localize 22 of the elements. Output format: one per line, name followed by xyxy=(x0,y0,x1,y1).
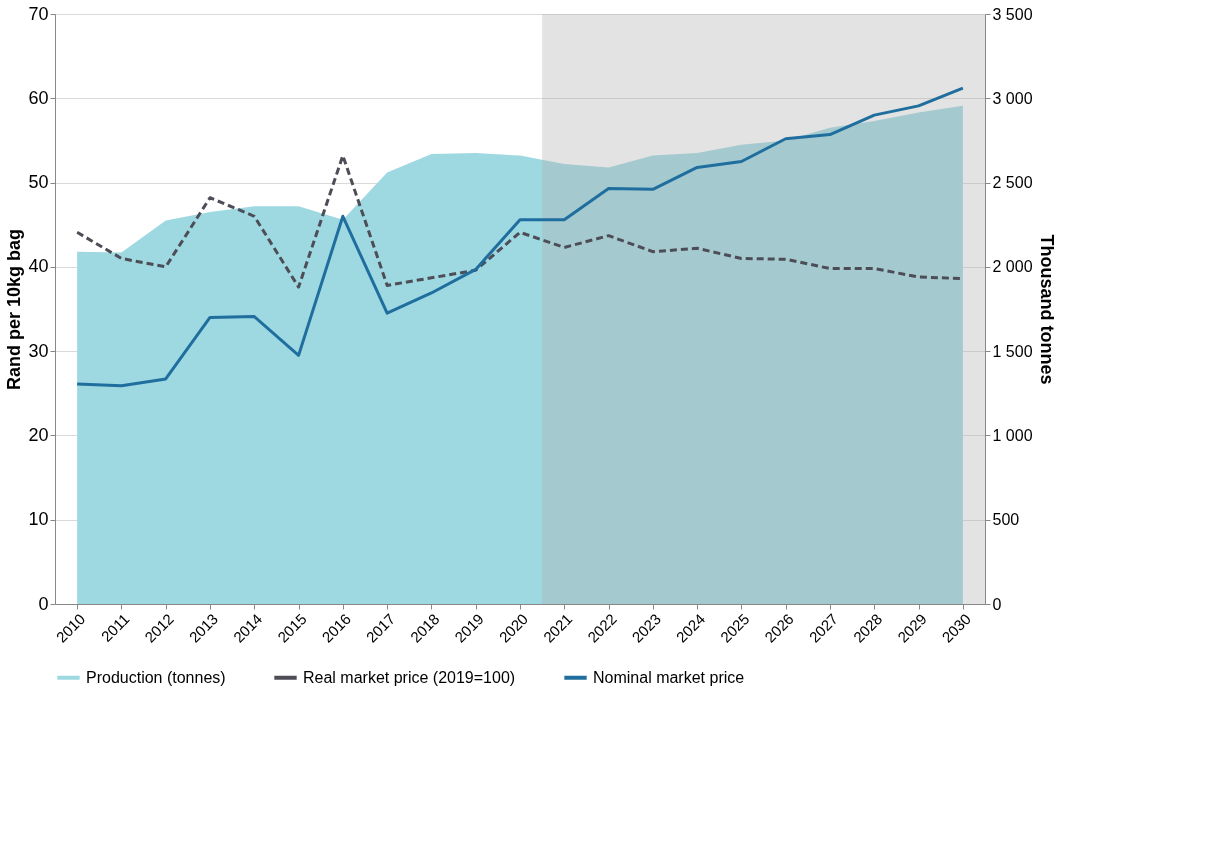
y2-tick-label: 2 500 xyxy=(992,174,1033,192)
y-tick-label: 10 xyxy=(28,509,49,530)
y2-tick-label: 1 500 xyxy=(992,342,1033,360)
y-tick-label: 20 xyxy=(28,424,49,445)
y2-tick-label: 3 500 xyxy=(992,5,1033,23)
legend-label: Nominal market price xyxy=(593,668,745,686)
y-tick-label: 50 xyxy=(28,172,49,193)
y2-tick-label: 1 000 xyxy=(992,426,1033,444)
y-tick-label: 70 xyxy=(28,3,49,24)
line-series xyxy=(75,86,965,388)
y-tick-label: 60 xyxy=(28,87,49,108)
y-tick-label: 40 xyxy=(28,256,49,277)
legend-label: Real market price (2019=100) xyxy=(303,668,516,686)
y2-tick-label: 2 000 xyxy=(992,258,1033,276)
y2-axis-title: Thousand tonnes xyxy=(1036,234,1057,385)
y-axis-title: Rand per 10kg bag xyxy=(4,228,25,391)
y2-tick-label: 0 xyxy=(992,595,1002,613)
y-tick-label: 0 xyxy=(38,593,49,614)
y-tick-label: 30 xyxy=(28,340,49,361)
y2-tick-label: 500 xyxy=(992,511,1020,529)
legend-label: Production (tonnes) xyxy=(86,668,226,686)
y2-tick-label: 3 000 xyxy=(992,89,1033,107)
